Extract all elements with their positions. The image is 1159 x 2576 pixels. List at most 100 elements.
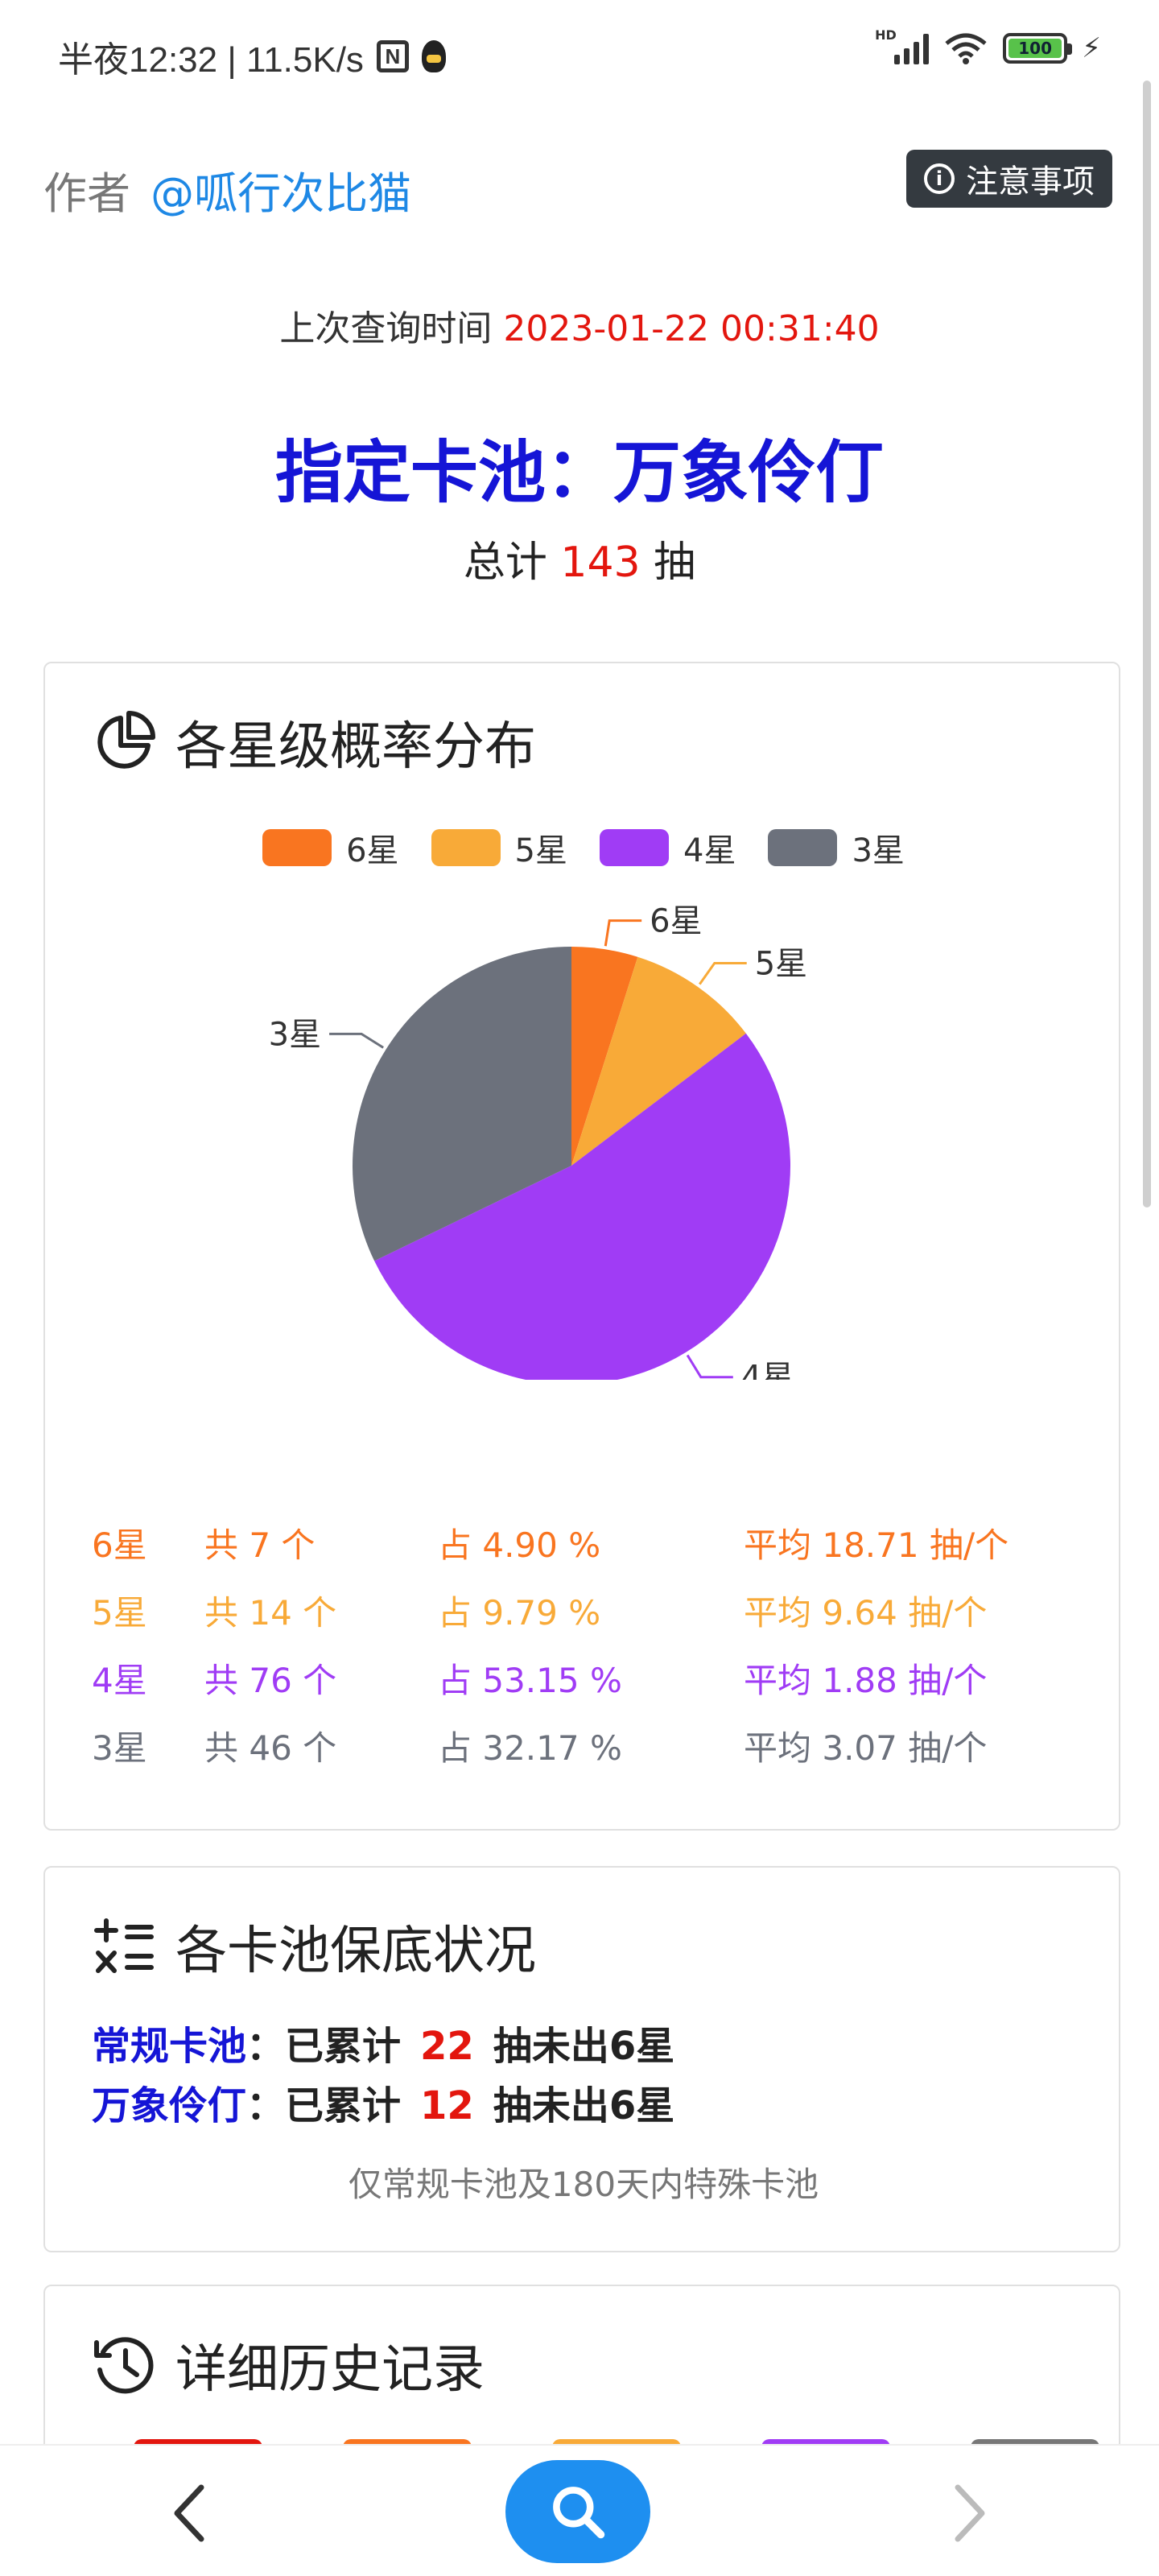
stat-pct: 占 9.79 % (438, 1592, 601, 1633)
legend-swatch (600, 829, 669, 866)
pie-leader-line (604, 919, 642, 947)
history-card-title: 详细历史记录 (175, 2340, 485, 2400)
stat-star: 5星 (92, 1592, 147, 1633)
stat-pct: 占 4.90 % (438, 1525, 601, 1565)
status-left: 半夜12:32 | 11.5K/s N (58, 31, 446, 82)
stat-row: 4星 共 76 个 占 53.15 % 平均 1.88 抽/个 (92, 1644, 1090, 1711)
distribution-card: 各星级概率分布 6星 5星 4星 3星 6星 5星 4星 3星 6星共 7 个占 4.90 … (43, 662, 1120, 1831)
history-card-header: 详细历史记录 (92, 2328, 485, 2402)
total-suffix: 抽 (654, 539, 696, 587)
legend-item[interactable]: 5星 (431, 824, 567, 871)
guarantee-card: 各卡池保底状况 常规卡池：已累计 22 抽未出6星 万象伶仃：已累计 12 抽未出6星 … (43, 1866, 1120, 2252)
stat-row: 6星 共 7 个 占 4.90 % 平均 18.71 抽/个 (92, 1509, 1090, 1576)
qq-icon (421, 40, 446, 72)
info-icon: i (924, 163, 955, 194)
charging-icon: ⚡ (1082, 32, 1101, 64)
guarantee-count: 12 (420, 2083, 474, 2128)
stat-count: 共 76 个 (204, 1660, 337, 1700)
pool-title: 指定卡池：万象伶仃 (274, 433, 884, 512)
guarantee-pool-name: 万象伶仃 (92, 2083, 247, 2128)
pie-leader-line (329, 1032, 384, 1049)
last-query-value: 2023-01-22 00:31:40 (503, 308, 880, 349)
battery-level: 100 (1008, 39, 1062, 58)
search-button[interactable] (505, 2460, 650, 2563)
distribution-card-title: 各星级概率分布 (175, 717, 536, 777)
notice-button-label: 注意事项 (966, 163, 1095, 200)
guarantee-row: 万象伶仃：已累计 12 抽未出6星 (92, 2074, 674, 2130)
pie-label: 5星 (755, 945, 807, 982)
guarantee-row: 常规卡池：已累计 22 抽未出6星 (92, 2014, 674, 2070)
history-icon (94, 2337, 154, 2394)
stat-count: 共 7 个 (204, 1525, 316, 1565)
guarantee-card-title: 各卡池保底状况 (175, 1922, 536, 1981)
total-pulls: 总计 143 抽 (0, 528, 1159, 588)
bottom-nav (0, 2444, 1159, 2576)
stat-avg: 平均 3.07 抽/个 (744, 1728, 988, 1768)
stats-table: 6星 共 7 个 占 4.90 % 平均 18.71 抽/个 5星 共 14 个 占 9.7… (92, 1509, 1090, 1779)
legend-label: 5星 (514, 832, 567, 869)
stat-avg: 平均 1.88 抽/个 (744, 1660, 988, 1700)
author-line: 作者 @呱行次比猫 (43, 158, 411, 221)
pie-chart-icon (97, 711, 155, 769)
legend-label: 4星 (683, 832, 736, 869)
guarantee-prefix: ：已累计 (246, 2083, 402, 2128)
pie-chart-svg: 6星 5星 4星 3星 (269, 903, 808, 1397)
chart-legend: 6星 5星 4星 3星 (45, 824, 1122, 871)
stat-star: 3星 (92, 1728, 147, 1768)
signal-icon: HD (875, 27, 930, 64)
legend-item[interactable]: 4星 (600, 824, 736, 871)
pie-label: 3星 (269, 1016, 321, 1053)
status-time-speed: 半夜12:32 | 11.5K/s (58, 40, 364, 80)
legend-label: 3星 (852, 832, 905, 869)
status-bar: 半夜12:32 | 11.5K/s N HD 100 ⚡ (0, 0, 1159, 89)
legend-swatch (768, 829, 838, 866)
last-query-label: 上次查询时间 (279, 308, 493, 349)
legend-item[interactable]: 3星 (768, 824, 905, 871)
guarantee-suffix: 抽未出6星 (493, 2083, 675, 2128)
search-icon (553, 2487, 605, 2539)
pie-label: 6星 (650, 903, 702, 940)
guarantee-count: 22 (420, 2024, 474, 2069)
distribution-card-header: 各星级概率分布 (92, 705, 536, 779)
pie-leader-line (699, 961, 747, 985)
pie-slice[interactable] (374, 1033, 790, 1385)
guarantee-suffix: 抽未出6星 (493, 2024, 675, 2069)
stat-star: 6星 (92, 1525, 147, 1565)
chevron-right-icon[interactable] (945, 2481, 993, 2545)
author-handle-link[interactable]: @呱行次比猫 (151, 168, 412, 219)
scrollbar[interactable] (1143, 80, 1151, 1208)
stat-pct: 占 32.17 % (438, 1728, 622, 1768)
stat-count: 共 14 个 (204, 1592, 337, 1633)
stat-avg: 平均 18.71 抽/个 (744, 1525, 1009, 1565)
nfc-icon: N (376, 40, 409, 72)
pie-slice[interactable] (571, 956, 746, 1166)
calculator-icon (94, 1918, 154, 1973)
notice-button[interactable]: i 注意事项 (906, 150, 1112, 208)
stat-avg: 平均 9.64 抽/个 (744, 1592, 988, 1633)
stat-count: 共 46 个 (204, 1728, 337, 1768)
total-prefix: 总计 (463, 539, 547, 587)
legend-item[interactable]: 6星 (262, 824, 399, 871)
pie-slice[interactable] (571, 947, 638, 1166)
author-label: 作者 (43, 168, 130, 219)
stat-star: 4星 (92, 1660, 147, 1700)
legend-swatch (262, 829, 332, 866)
pie-chart: 6星 5星 4星 3星 (45, 897, 1122, 1397)
total-count: 143 (560, 539, 641, 587)
chevron-left-icon[interactable] (166, 2481, 214, 2545)
guarantee-note: 仅常规卡池及180天内特殊卡池 (348, 2165, 819, 2204)
stat-pct: 占 53.15 % (438, 1660, 622, 1700)
guarantee-prefix: ：已累计 (246, 2024, 402, 2069)
stat-row: 3星 共 46 个 占 32.17 % 平均 3.07 抽/个 (92, 1711, 1090, 1779)
status-right: HD 100 ⚡ (875, 27, 1101, 64)
stat-row: 5星 共 14 个 占 9.79 % 平均 9.64 抽/个 (92, 1576, 1090, 1644)
guarantee-pool-name: 常规卡池 (92, 2024, 247, 2069)
last-query-time: 上次查询时间 2023-01-22 00:31:40 (0, 299, 1159, 351)
pie-slice[interactable] (353, 947, 571, 1261)
legend-swatch (431, 829, 501, 866)
hd-label: HD (875, 27, 897, 43)
battery-icon: 100 (1003, 33, 1073, 64)
legend-label: 6星 (346, 832, 399, 869)
wifi-icon (945, 33, 987, 64)
guarantee-card-header: 各卡池保底状况 (92, 1909, 536, 1984)
